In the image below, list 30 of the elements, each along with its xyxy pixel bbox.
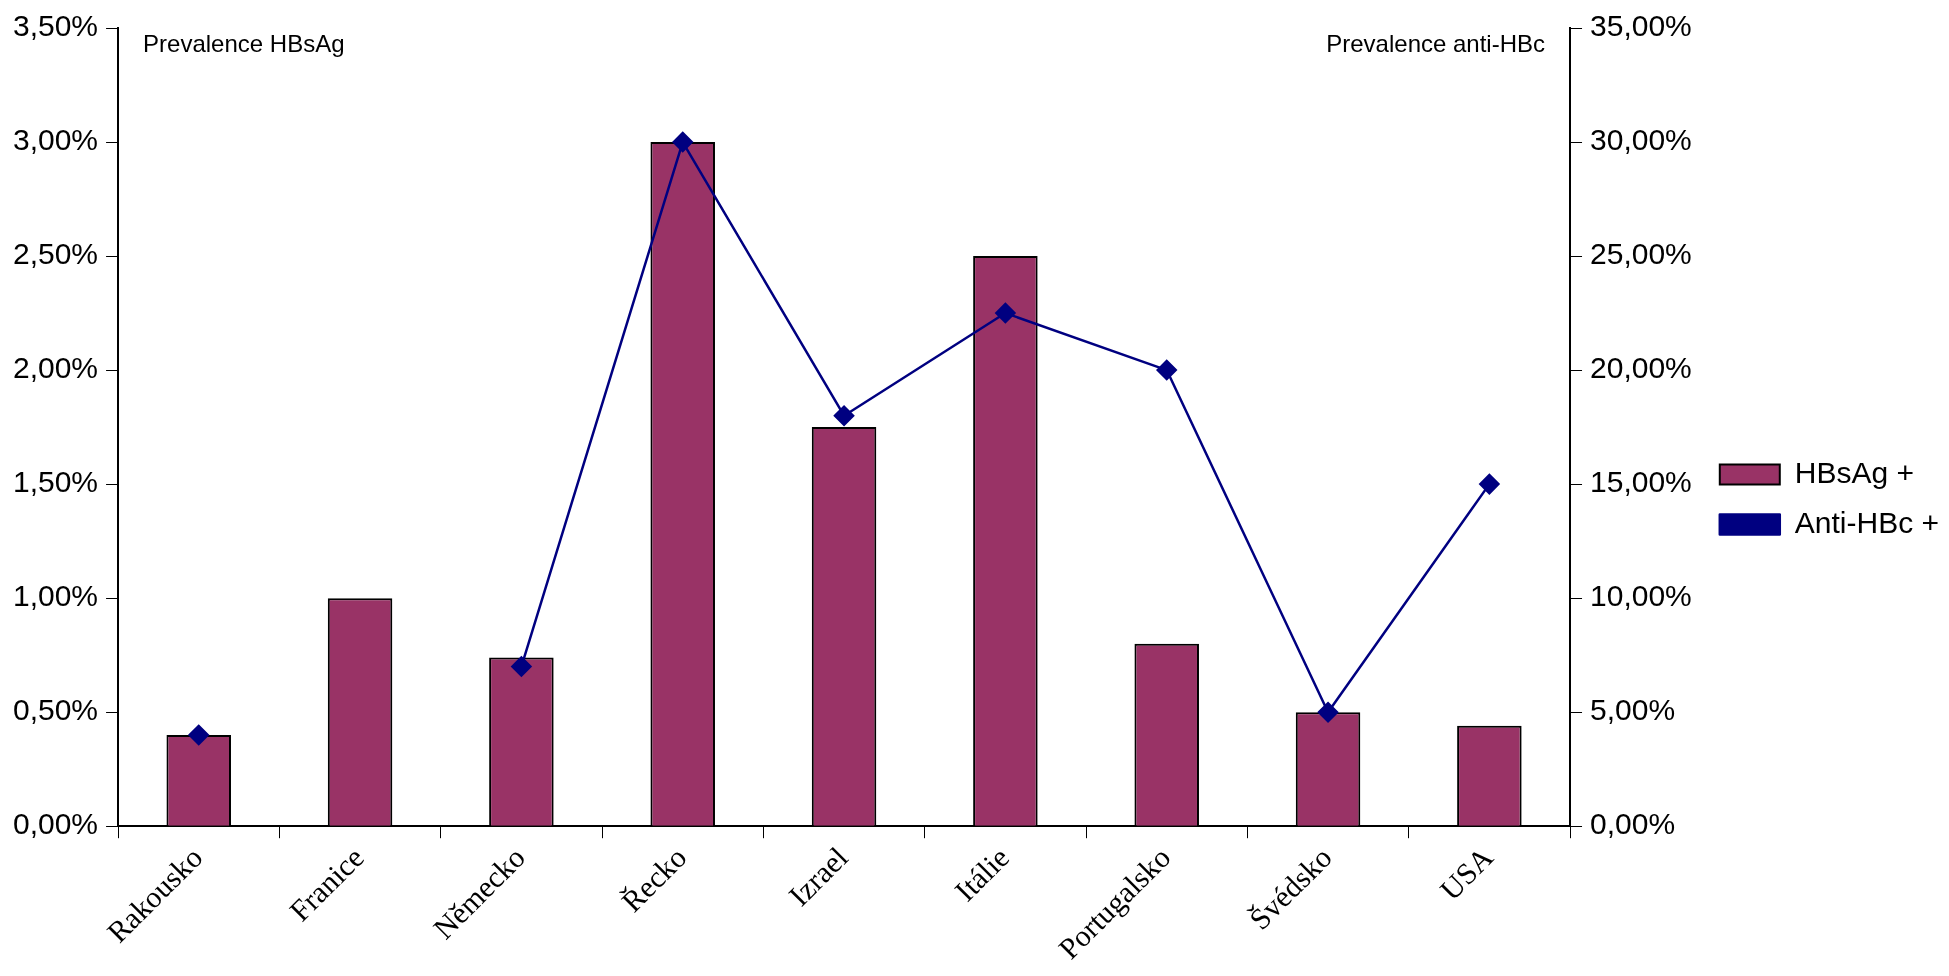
x-tick-label: Itálie bbox=[948, 840, 1016, 908]
y-tick-label: 3,50% bbox=[12, 9, 99, 43]
y-tick-label: 2,00% bbox=[12, 351, 99, 385]
point bbox=[672, 131, 693, 153]
y2-tick-label: 0,00% bbox=[1590, 807, 1676, 841]
point bbox=[188, 724, 209, 746]
y2-tick-label: 5,00% bbox=[1590, 693, 1676, 727]
y-tick-label: 2,50% bbox=[12, 237, 99, 271]
legend-label: HBsAg + bbox=[1794, 455, 1915, 489]
y-tick-label: 1,50% bbox=[12, 465, 99, 499]
y2-tick-label: 10,00% bbox=[1590, 579, 1692, 613]
y-tick-label: 3,00% bbox=[12, 123, 99, 157]
y-tick-label: 0,50% bbox=[12, 693, 99, 727]
point bbox=[1479, 473, 1500, 495]
x-tick-label: USA bbox=[1433, 840, 1500, 907]
y2-tick-label: 25,00% bbox=[1590, 237, 1692, 271]
point bbox=[1317, 701, 1339, 723]
y-axis-title: Prevalence HBsAg bbox=[143, 29, 345, 57]
y2-axis-title: Prevalence anti-HBc bbox=[1326, 29, 1546, 57]
y2-tick-label: 35,00% bbox=[1590, 9, 1692, 43]
point bbox=[833, 405, 855, 426]
point bbox=[1156, 359, 1177, 381]
y-tick-label: 1,00% bbox=[12, 579, 99, 613]
y2-tick-label: 30,00% bbox=[1590, 123, 1692, 157]
legend-label: Anti-HBc + bbox=[1794, 505, 1939, 539]
y2-tick-label: 15,00% bbox=[1590, 465, 1692, 499]
point bbox=[995, 302, 1016, 324]
point bbox=[511, 656, 532, 677]
y-tick-label: 0,00% bbox=[12, 807, 99, 841]
y2-tick-label: 20,00% bbox=[1590, 351, 1692, 385]
